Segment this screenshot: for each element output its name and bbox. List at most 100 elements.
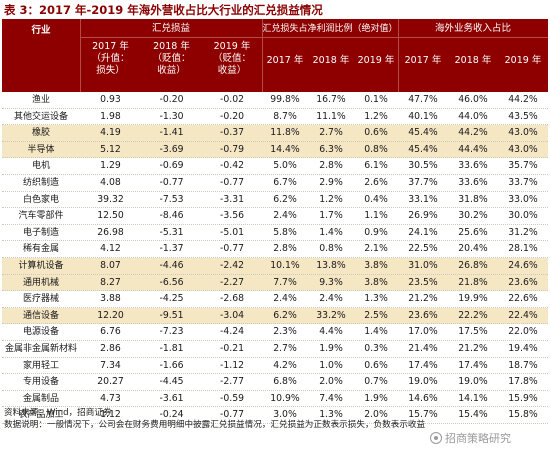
cell-r17: 2.4% xyxy=(273,210,297,222)
cell-r18: 16.7% xyxy=(316,94,346,105)
cell-o18: 26.8% xyxy=(458,259,488,271)
cell-fx18: -0.24 xyxy=(159,409,184,421)
cell-fx19: -2.27 xyxy=(219,276,245,288)
cell-r19: 0.7% xyxy=(364,376,388,388)
cell-r17: 2.3% xyxy=(273,326,297,338)
cell-r19: 0.4% xyxy=(364,193,388,205)
cell-r17: 3.0% xyxy=(273,409,297,421)
cell-r17: 10.1% xyxy=(270,259,300,271)
cell-o19: 15.9% xyxy=(508,392,538,404)
cell-fx18: -0.20 xyxy=(159,94,184,105)
cell-r19: 1.3% xyxy=(364,293,388,305)
cell-o19: 43.0% xyxy=(508,127,538,139)
cell-fx18: -3.69 xyxy=(159,143,184,155)
cell-r19: 0.8% xyxy=(364,143,388,155)
cell-r17: 2.7% xyxy=(273,342,297,354)
table-row: 渔业 0.93 -0.20 -0.02 99.8% 16.7% 0.1% 47.7% 46.0%… xyxy=(2,92,548,109)
row-industry: 计算机设备 xyxy=(18,260,64,271)
cell-r17: 11.8% xyxy=(270,127,300,139)
cell-r18: 2.0% xyxy=(319,376,343,388)
row-industry: 金属制品 xyxy=(22,393,59,404)
cell-o19: 33.0% xyxy=(508,193,538,205)
cell-fx19: -2.68 xyxy=(219,293,245,305)
cell-o17: 23.5% xyxy=(408,276,438,288)
cell-o17: 21.2% xyxy=(408,293,438,305)
cell-fx18: -0.77 xyxy=(159,176,184,188)
cell-fx17: 3.88 xyxy=(100,293,121,305)
cell-fx17: 8.07 xyxy=(100,259,121,271)
cell-r18: 33.2% xyxy=(316,309,346,321)
header-divider xyxy=(80,19,81,92)
header-ratio-2019: 2019 年 xyxy=(357,55,395,66)
cell-fx19: -3.56 xyxy=(219,210,245,222)
cell-o18: 14.1% xyxy=(458,392,488,404)
header-divider xyxy=(80,37,548,38)
cell-o18: 46.0% xyxy=(458,94,488,105)
cell-r19: 6.1% xyxy=(364,160,388,172)
cell-r17: 5.0% xyxy=(273,160,297,172)
table-row: 纺织制造 4.08 -0.77 -0.77 6.7% 2.9% 2.6% 37.7% 33.6%… xyxy=(2,175,548,192)
cell-r17: 6.8% xyxy=(273,376,297,388)
table-row: 电子制造 26.98 -5.31 -5.01 5.8% 1.4% 0.9% 24.1% 25.6… xyxy=(2,225,548,242)
cell-r18: 9.3% xyxy=(319,276,343,288)
cell-r18: 1.0% xyxy=(319,359,343,371)
header-ratio-group: 汇兑损失占净利润比例（绝对值） xyxy=(262,24,398,34)
cell-o19: 22.6% xyxy=(508,293,538,305)
cell-fx18: -4.46 xyxy=(159,259,184,271)
cell-r17: 10.9% xyxy=(270,392,300,404)
cell-o19: 18.7% xyxy=(508,359,538,371)
cell-r17: 4.2% xyxy=(273,359,297,371)
cell-r19: 0.6% xyxy=(364,127,388,139)
row-industry: 渔业 xyxy=(31,95,50,105)
cell-r17: 5.8% xyxy=(273,226,297,238)
cell-r19: 1.4% xyxy=(364,326,388,338)
row-industry: 家用轻工 xyxy=(22,360,59,371)
cell-o17: 33.1% xyxy=(408,193,438,205)
cell-r17: 6.2% xyxy=(273,193,297,205)
cell-fx17: 12.50 xyxy=(97,210,124,222)
table-row: 稀有金属 4.12 -1.37 -0.77 2.8% 0.8% 2.1% 22.5% 20.4%… xyxy=(2,241,548,258)
cell-r19: 2.6% xyxy=(364,176,388,188)
cell-fx19: -0.02 xyxy=(219,94,245,105)
row-industry: 橡胶 xyxy=(31,128,50,139)
header-overseas-group: 海外业务收入占比 xyxy=(434,23,511,34)
cell-o17: 21.4% xyxy=(408,342,438,354)
cell-o18: 19.9% xyxy=(458,293,488,305)
row-industry: 白色家电 xyxy=(22,194,59,205)
header-industry: 行业 xyxy=(31,25,51,36)
cell-fx17: 1.29 xyxy=(100,160,121,172)
cell-o18: 33.6% xyxy=(458,160,488,172)
cell-r18: 4.4% xyxy=(319,326,343,338)
header-fx-2018: 2018 年（贬值： 收益） xyxy=(152,41,191,76)
cell-r19: 1.1% xyxy=(364,210,388,222)
table-header: 行业 汇兑损益 汇兑损失占净利润比例（绝对值） 海外业务收入占比 2017 年（… xyxy=(2,19,548,92)
cell-r17: 14.4% xyxy=(270,143,300,155)
cell-fx18: -8.46 xyxy=(159,210,184,222)
cell-fx18: -4.45 xyxy=(159,376,184,388)
cell-r19: 2.5% xyxy=(364,309,388,321)
cell-fx17: 4.12 xyxy=(100,243,121,255)
cell-r19: 0.1% xyxy=(364,94,388,105)
cell-o18: 31.8% xyxy=(458,193,488,205)
header-overseas-2017: 2017 年 xyxy=(404,55,442,66)
source-note: 资料来源：Wind，招商证券 xyxy=(4,408,112,418)
cell-fx19: -0.79 xyxy=(219,143,245,155)
cell-fx19: -0.77 xyxy=(219,176,245,188)
cell-fx18: -4.25 xyxy=(159,293,184,305)
cell-fx19: -0.21 xyxy=(219,342,245,354)
cell-r17: 2.8% xyxy=(273,243,297,255)
cell-fx17: 4.08 xyxy=(100,176,121,188)
cell-fx19: -5.01 xyxy=(219,226,245,238)
cell-fx17: 20.27 xyxy=(97,376,124,388)
cell-r18: 1.4% xyxy=(319,226,343,238)
cell-fx18: -3.61 xyxy=(159,392,184,404)
cell-fx17: 1.12 xyxy=(100,409,121,421)
row-industry: 电机 xyxy=(31,161,50,172)
cell-fx18: -6.56 xyxy=(159,276,184,288)
cell-o17: 17.4% xyxy=(408,359,438,371)
cell-r17: 6.7% xyxy=(273,176,297,188)
cell-o19: 17.8% xyxy=(508,376,538,388)
table-row: 通用机械 8.27 -6.56 -2.27 7.7% 9.3% 3.8% 23.5% 21.8%… xyxy=(2,274,548,292)
cell-o18: 15.4% xyxy=(458,409,488,421)
cell-r18: 13.8% xyxy=(316,259,346,271)
